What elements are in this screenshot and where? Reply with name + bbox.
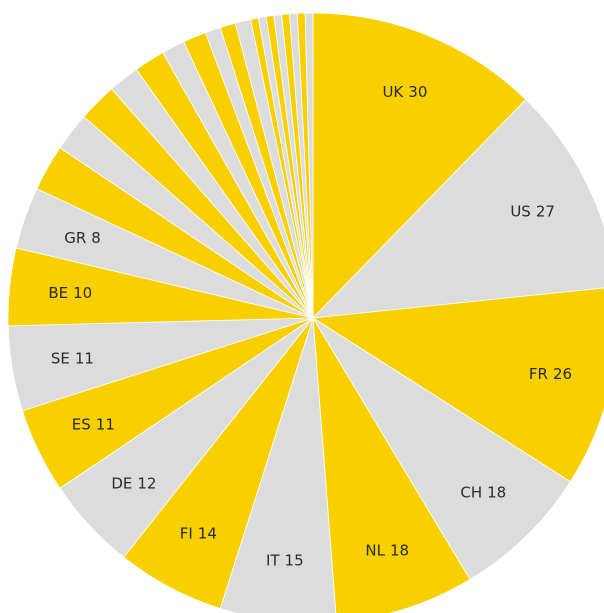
pie-slice [311,99,604,319]
slice-value: 30 [408,82,427,100]
slice-label: BE 10 [48,283,92,301]
slice-value: 11 [75,349,94,367]
pie-slice [312,317,571,581]
slice-value: 18 [390,541,409,559]
slice-category: UK [382,82,404,100]
slice-label: FI 14 [180,524,217,542]
slice-label: FR 26 [529,365,572,383]
slice-category: US [510,202,531,220]
slice-category: BE [48,283,68,301]
slice-label: SE 11 [51,349,94,367]
slice-value: 8 [91,228,101,246]
slice-value: 15 [285,551,304,569]
pie-slice [219,317,337,613]
slice-category: GR [64,228,86,246]
slice-category: IT [266,551,280,569]
slice-label: DE 12 [111,474,156,492]
slice-value: 10 [73,283,92,301]
slice-category: FI [180,524,193,542]
pie-slice [311,287,604,483]
slice-value: 27 [536,202,555,220]
pie-slice [312,317,471,613]
slice-value: 14 [198,524,217,542]
slice-label: UK 30 [382,82,427,100]
pie-slice [312,12,527,319]
slice-value: 18 [487,483,506,501]
slice-label: NL 18 [365,541,409,559]
slice-category: ES [72,415,91,433]
slice-label: US 27 [510,202,555,220]
slice-category: CH [460,483,482,501]
slice-value: 11 [96,415,115,433]
pie-slice [304,12,314,319]
slice-category: DE [111,474,132,492]
slice-category: NL [365,541,385,559]
slice-category: FR [529,365,548,383]
slice-value: 12 [137,474,156,492]
slice-label: GR 8 [64,228,101,246]
slice-label: ES 11 [72,415,115,433]
slice-label: CH 18 [460,483,506,501]
slice-value: 26 [553,365,572,383]
slice-label: IT 15 [266,551,304,569]
slice-category: SE [51,349,70,367]
